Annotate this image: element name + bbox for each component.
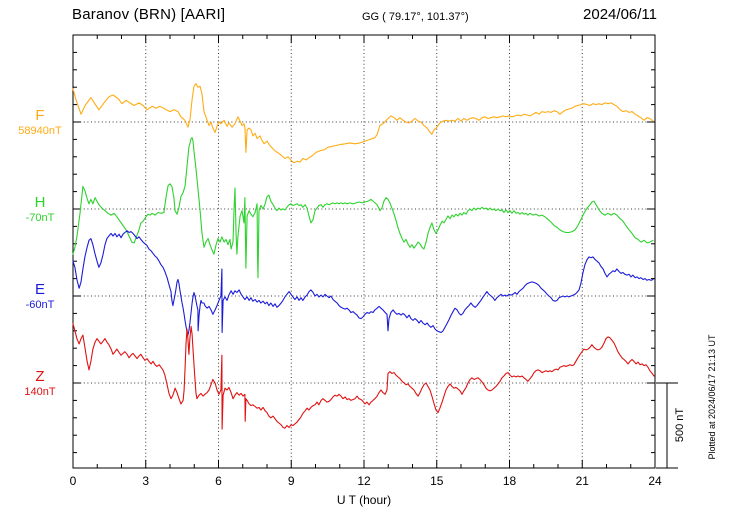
x-tick-label: 9	[287, 474, 295, 488]
plotted-at-note: Plotted at 2024/06/17 21:13 UT	[707, 334, 717, 460]
trace-e	[72, 230, 654, 336]
trace-f	[72, 83, 654, 164]
x-axis-title: U T (hour)	[336, 493, 392, 507]
trace-name-f: F	[35, 107, 45, 124]
trace-name-z: Z	[35, 368, 45, 385]
x-tick-label: 24	[648, 474, 662, 488]
trace-baseline-e: -60nT	[25, 299, 55, 311]
x-tick-label: 18	[502, 474, 517, 488]
x-tick-label: 3	[142, 474, 150, 488]
trace-label-f: F 58940nT	[2, 107, 78, 138]
trace-name-h: H	[34, 194, 46, 211]
x-tick-label: 15	[430, 474, 444, 488]
trace-label-z: Z 140nT	[2, 368, 78, 399]
x-tick-label: 6	[215, 474, 222, 488]
trace-h	[72, 137, 654, 279]
trace-name-e: E	[34, 281, 45, 298]
x-tick-label: 12	[357, 474, 371, 488]
trace-baseline-z: 140nT	[24, 386, 56, 398]
station-coordinates: GG ( 79.17°, 101.37°)	[362, 11, 469, 23]
station-title: Baranov (BRN) [AARI]	[72, 6, 226, 23]
trace-z	[72, 323, 655, 430]
trace-baseline-f: 58940nT	[18, 125, 62, 137]
trace-baseline-h: -70nT	[25, 212, 55, 224]
scale-bar-label: 500 nT	[674, 407, 686, 443]
trace-label-h: H -70nT	[2, 194, 78, 225]
trace-label-e: E -60nT	[2, 281, 78, 312]
x-tick-label: 0	[69, 474, 77, 488]
x-tick-label: 21	[575, 474, 589, 488]
plot-date: 2024/06/11	[583, 6, 657, 23]
